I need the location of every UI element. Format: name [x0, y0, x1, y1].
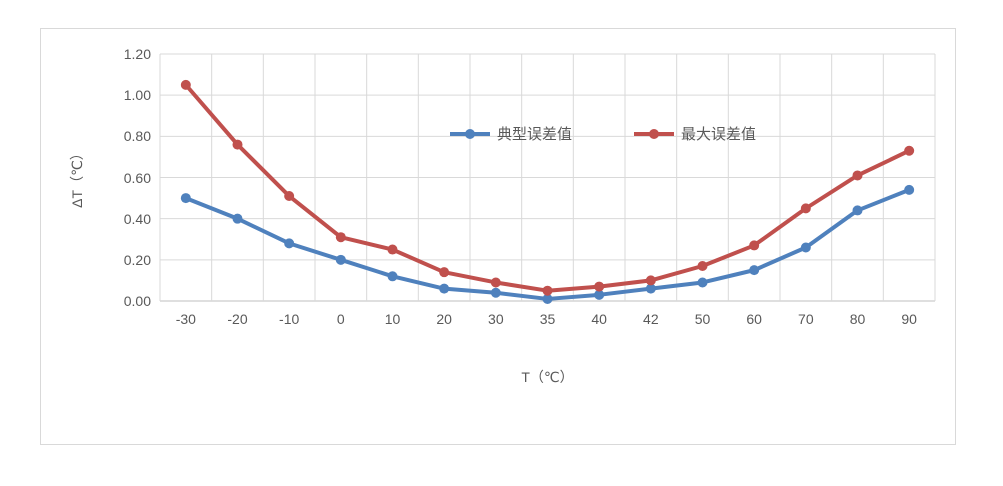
data-point-marker [904, 145, 915, 156]
data-point-marker [232, 139, 243, 150]
x-tick-label: -10 [279, 311, 300, 327]
legend-label-typical: 典型误差值 [497, 126, 573, 143]
data-point-marker [645, 275, 656, 286]
data-point-marker [749, 265, 760, 276]
x-tick-label: -20 [227, 311, 248, 327]
x-tick-label: 10 [384, 311, 401, 327]
data-point-marker [284, 191, 295, 202]
data-point-marker [904, 184, 915, 195]
plot-svg [159, 53, 936, 304]
y-tick-label: 0.00 [123, 293, 151, 309]
data-point-marker [852, 205, 863, 216]
legend-dot-typical-icon [465, 128, 475, 139]
legend-marker-max-icon [634, 128, 675, 139]
x-tick-label: 80 [849, 311, 866, 327]
x-tick-label: 35 [539, 311, 556, 327]
x-tick-label: 90 [901, 311, 917, 327]
y-tick-label: 0.40 [123, 210, 151, 227]
x-tick-label: 30 [488, 311, 504, 327]
data-point-marker [387, 244, 398, 255]
legend-item-typical: 典型误差值 [450, 123, 572, 144]
y-tick-label: 0.20 [123, 251, 151, 268]
x-tick-label: -30 [175, 311, 196, 327]
data-point-marker [335, 232, 346, 243]
data-point-marker [800, 203, 811, 214]
x-axis-title: T（℃） [521, 369, 574, 385]
legend-label-max: 最大误差值 [681, 126, 757, 143]
data-point-marker [594, 281, 605, 292]
data-point-marker [594, 289, 605, 300]
data-point-marker [180, 79, 191, 90]
data-point-marker [800, 242, 811, 253]
data-point-marker [749, 240, 760, 251]
chart-area: 0.00 0.20 0.40 0.60 0.80 1.00 1.20 -30 -20 -10 0 1… [40, 28, 956, 445]
data-point-marker [232, 213, 243, 224]
data-point-marker [542, 285, 553, 296]
data-point-marker [542, 293, 553, 304]
y-tick-label: 0.60 [123, 169, 151, 186]
x-tick-label: 40 [591, 311, 607, 327]
data-point-marker [439, 267, 450, 278]
x-tick-label: 50 [694, 311, 711, 327]
legend: 典型误差值 最大误差值 [450, 123, 756, 144]
legend-item-max: 最大误差值 [634, 123, 756, 144]
y-axis-title: ΔT（℃） [69, 146, 85, 208]
data-point-marker [697, 277, 708, 288]
x-tick-label: 20 [436, 311, 452, 327]
x-tick-label: 0 [336, 311, 345, 327]
data-point-marker [490, 287, 501, 298]
data-point-marker [387, 271, 398, 282]
y-tick-label: 0.80 [123, 128, 151, 145]
data-point-marker [490, 277, 501, 288]
x-tick-label: 70 [798, 311, 814, 327]
y-tick-label: 1.00 [123, 87, 151, 104]
x-tick-label: 60 [746, 311, 762, 327]
y-tick-label: 1.20 [123, 46, 151, 62]
data-point-marker [284, 238, 295, 249]
data-point-marker [645, 283, 656, 294]
data-point-marker [439, 283, 450, 294]
data-point-marker [335, 254, 346, 265]
data-point-marker [697, 261, 708, 272]
x-tick-label: 42 [643, 311, 659, 327]
legend-marker-typical-icon [450, 128, 490, 139]
data-point-marker [180, 193, 191, 204]
data-point-marker [852, 170, 863, 181]
series-line-0 [183, 187, 912, 301]
legend-dot-max-icon [649, 128, 660, 139]
